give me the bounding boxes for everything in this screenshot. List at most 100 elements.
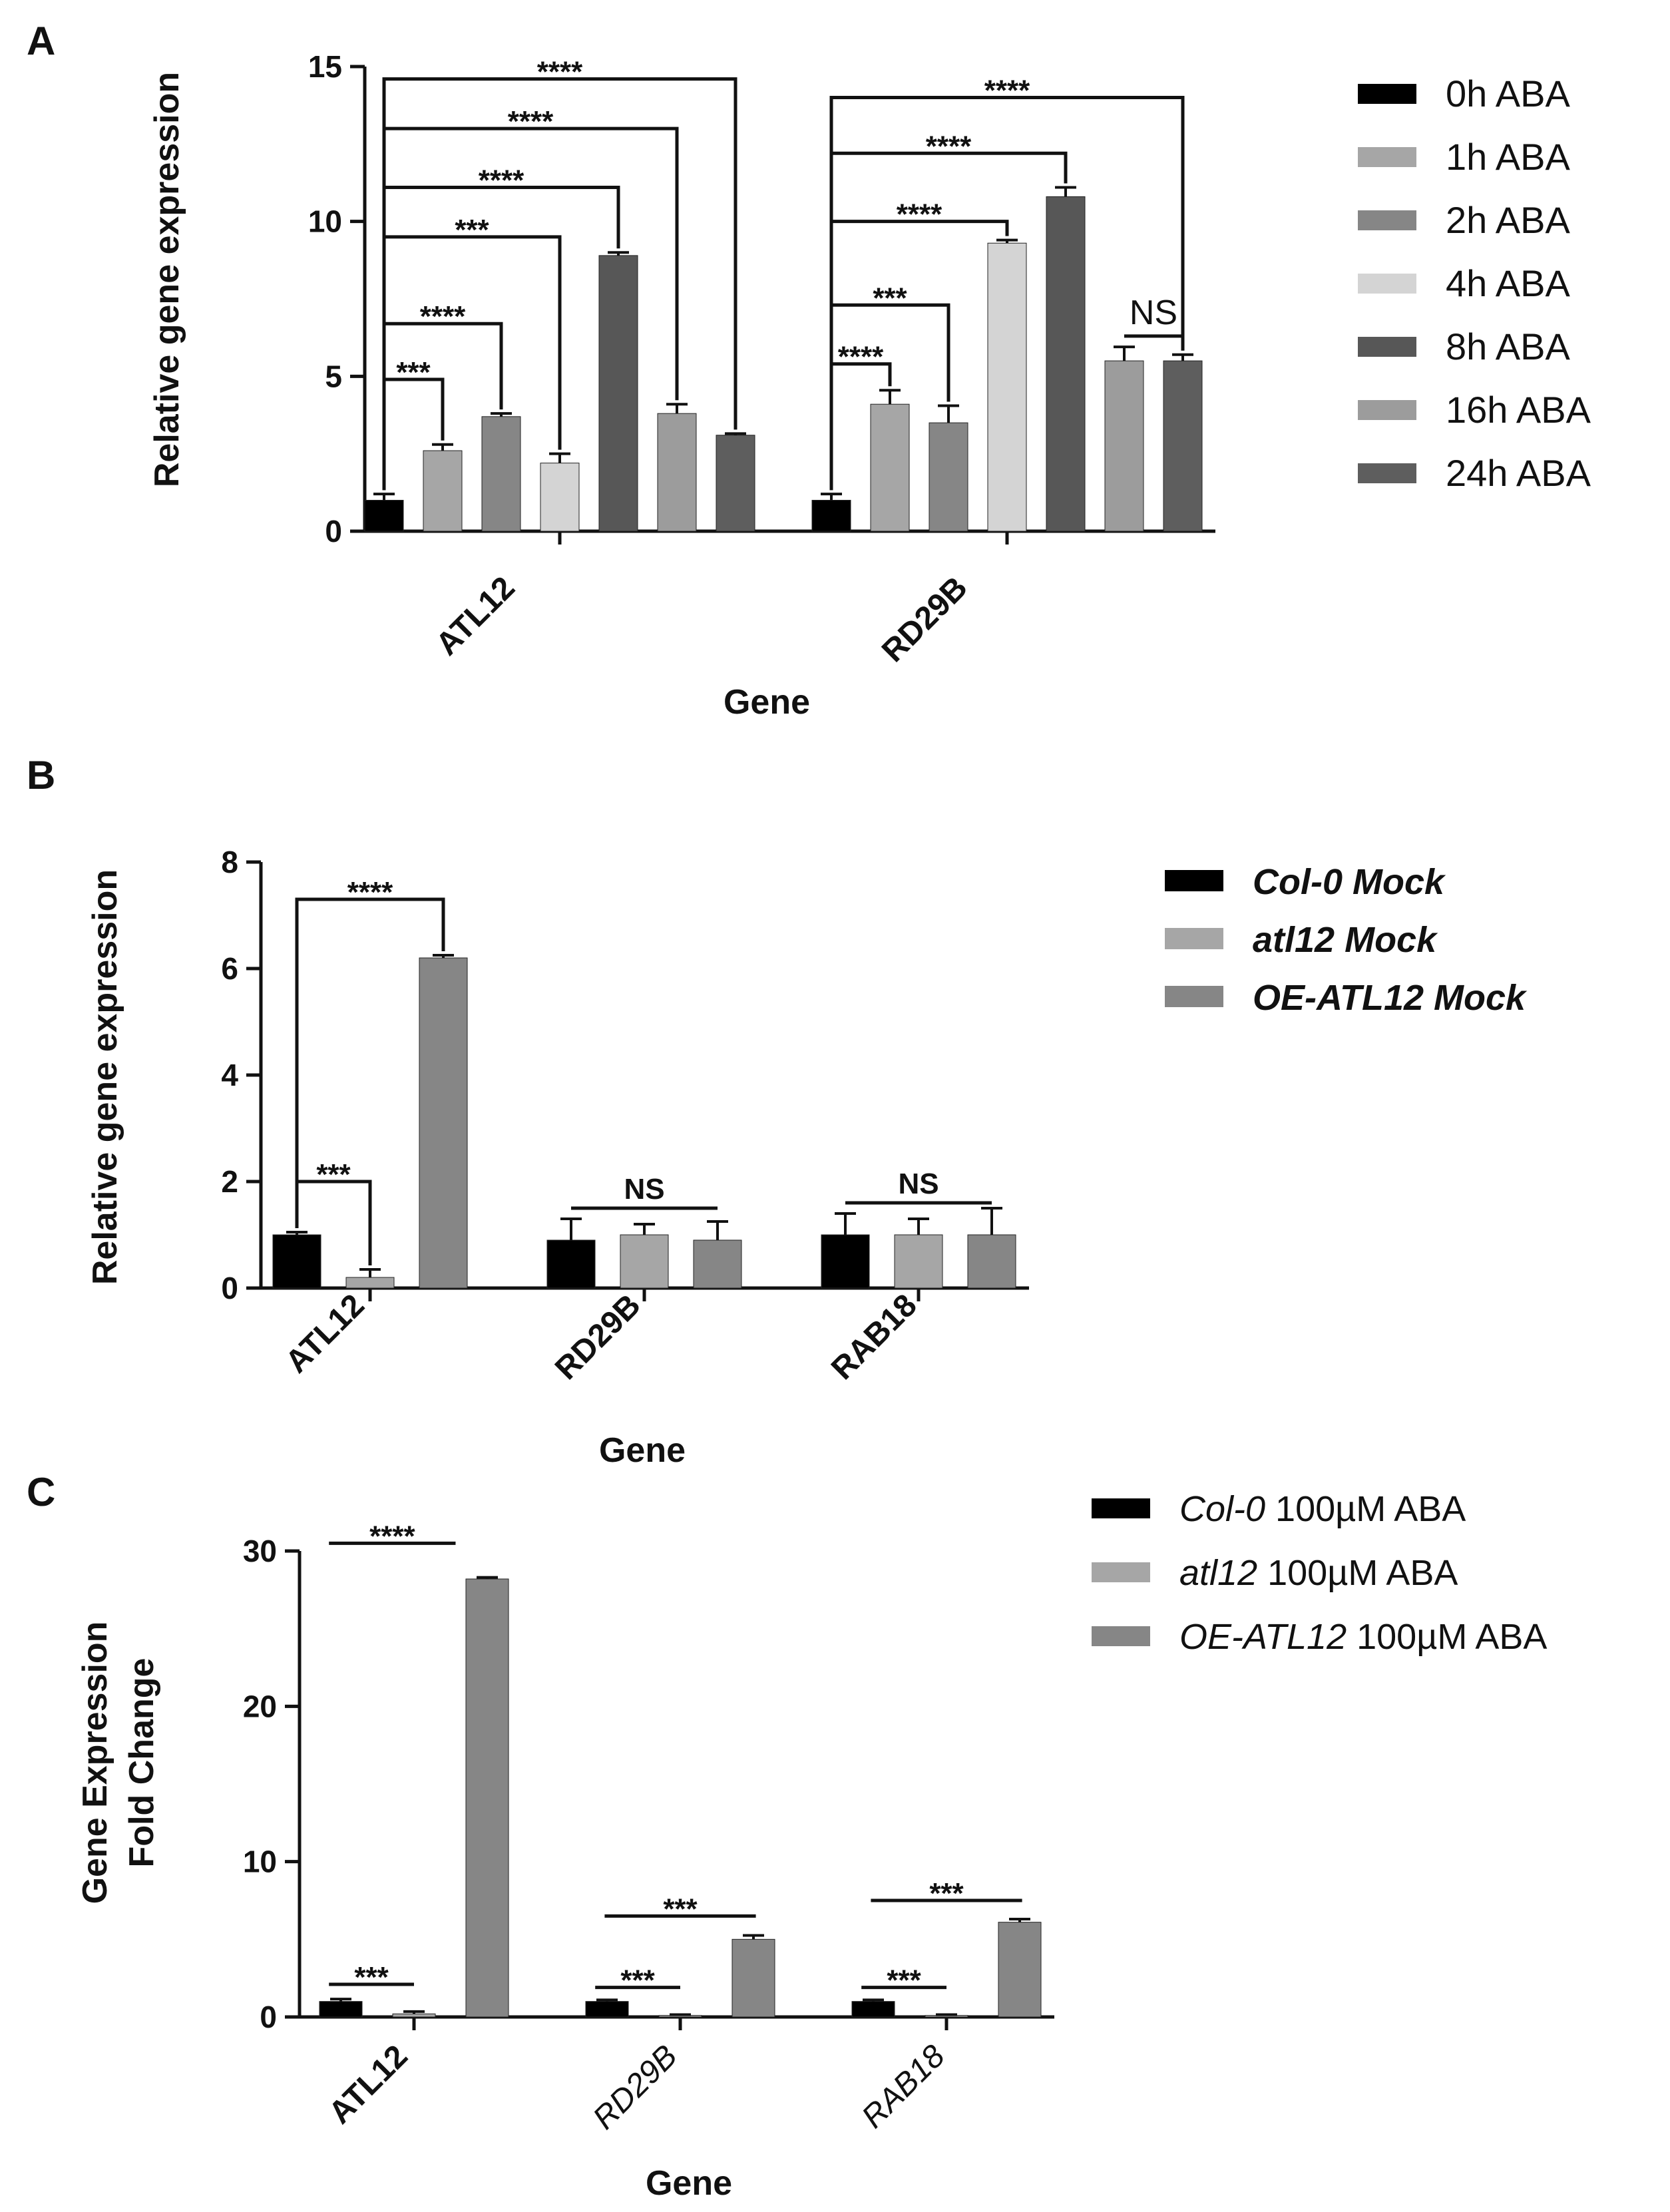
panel-b-bar-atl12-2 [419,957,468,1289]
panel-a-legend-label: 0h ABA [1446,73,1570,114]
panel-a-sig-label: **** [508,105,554,138]
panel-b-bar-rd29b-2 [693,1239,742,1289]
panel-b-legend-swatch [1165,928,1223,949]
panel-a-sig-bracket [382,77,737,491]
panel-c-ylabel-line1: Gene Expression [76,1622,114,1904]
panel-c-legend-swatch [1092,1626,1150,1646]
panel-a-sig-label: *** [873,282,907,314]
panel-a-y-tick-label: 5 [325,359,342,393]
panel-b-legend-label: OE-ATL12 Mock [1253,978,1528,1018]
panel-b-y-tick-label: 8 [221,845,238,879]
panel-c-legend-swatch [1092,1498,1150,1518]
panel-a-legend-label: 8h ABA [1446,326,1570,367]
panel-a-legend-label: 2h ABA [1446,199,1570,241]
panel-a-bar-rd29b-0 [811,499,851,532]
panel-c-category-rd29b: RD29B [586,2038,684,2136]
panel-c-legend-label: atl12 100µM ABA [1179,1553,1458,1593]
panel-a-bar-rd29b-6 [1163,360,1203,532]
panel-a-sig-label: NS [1130,294,1177,332]
panel-b-sig-bracket [295,897,445,1228]
panel-a-sig-label: **** [537,56,583,89]
panel-c-bar-rd29b-0 [585,2001,629,2018]
panel-c-xlabel: Gene [646,2164,732,2203]
panel-c-sig-label: *** [929,1877,964,1910]
panel-c-sig-label: *** [354,1961,389,1994]
panel-b-y-tick-label: 2 [221,1164,238,1199]
panel-a-bar-rd29b-3 [987,242,1027,532]
panel-a-bar-atl12-2 [481,416,521,532]
panel-a-bar-rd29b-5 [1104,360,1144,532]
panel-c-bar-atl12-0 [319,2001,363,2018]
panel-b-category-atl12: ATL12 [279,1287,371,1380]
panel-a-sig-bracket [829,96,1185,491]
panel-a-sig-label: **** [420,300,466,333]
panel-b-sig-label: NS [898,1168,939,1200]
panel-a-category-rd29b: RD29B [875,570,974,669]
panel-a-sig-label: **** [479,164,524,196]
panel-a-bar-rd29b-4 [1046,196,1086,532]
panel-a-sig-label: *** [396,356,431,389]
panel-b-legend-swatch [1165,986,1223,1007]
panel-a-bar-atl12-0 [364,499,404,532]
panel-b-sig-label: *** [316,1158,351,1191]
panel-c-sig-label: *** [887,1964,921,1997]
panel-b-bar-rab18-1 [894,1234,943,1289]
panel-b-legend-label: atl12 Mock [1253,920,1438,960]
panel-c-ylabel-line2: Fold Change [122,1658,161,1868]
panel-b-legend-label: Col-0 Mock [1253,862,1446,902]
panel-c-bar-atl12-1 [392,2013,436,2018]
panel-c-category-rab18: RAB18 [855,2038,952,2135]
panel-a-bar-atl12-4 [598,255,638,532]
panel-a-legend-label: 24h ABA [1446,452,1591,494]
panel-c-legend-label: OE-ATL12 100µM ABA [1179,1617,1547,1657]
panel-a-bar-rd29b-1 [870,403,910,532]
panel-a-sig-label: **** [897,198,942,231]
panel-b-y-tick-label: 4 [221,1058,238,1092]
panel-c-bar-atl12-2 [465,1578,509,2018]
panel-a-y-tick-label: 15 [308,49,342,84]
panel-c-bar-rab18-2 [998,1922,1042,2018]
panel-a-legend-swatch [1358,337,1416,357]
panel-a-y-tick-label: 0 [325,514,342,549]
panel-c-sig-label: *** [620,1964,655,1997]
panel-a-xlabel: Gene [724,683,810,722]
panel-a-legend-label: 4h ABA [1446,262,1570,304]
panel-b-legend-swatch [1165,870,1223,891]
panel-b-xlabel: Gene [599,1431,686,1470]
chart-marks: 051015**********************************… [221,49,1591,2034]
panel-b-y-tick-label: 0 [221,1271,238,1305]
panel-a-legend-label: 16h ABA [1446,389,1591,431]
panel-b-y-tick-label: 6 [221,951,238,986]
panel-a-sig-label: **** [984,75,1030,107]
panel-a-sig-label: **** [838,341,884,373]
panel-a-category-atl12: ATL12 [429,570,522,662]
panel-a-legend-swatch [1358,210,1416,230]
panel-c-letter: C [27,1470,55,1514]
panel-b-letter: B [27,753,55,797]
panel-a-legend-swatch [1358,400,1416,420]
panel-c-bar-rab18-0 [851,2001,895,2018]
panel-a-legend-swatch [1358,147,1416,167]
panel-a-letter: A [27,19,55,63]
panel-c-bar-rd29b-2 [731,1938,775,2018]
panel-b-category-rab18: RAB18 [825,1287,924,1387]
panel-b-sig-label: NS [624,1173,664,1206]
panel-b-sig-label: **** [347,876,393,909]
panel-c-sig-label: *** [663,1892,698,1925]
panel-a-ylabel: Relative gene expression [148,72,186,487]
panel-a-legend-swatch [1358,463,1416,483]
panel-a-sig-label: *** [455,214,489,246]
panel-c-y-tick-label: 30 [243,1534,277,1568]
panel-c-sig-label: **** [369,1520,415,1552]
panel-c-legend-swatch [1092,1562,1150,1582]
panel-b-bar-atl12-1 [345,1277,395,1289]
panel-a-bar-atl12-3 [540,463,580,532]
panel-a-bar-atl12-5 [657,413,697,532]
panel-b-bar-rab18-2 [967,1234,1016,1289]
panel-a-legend-label: 1h ABA [1446,136,1570,178]
panel-c-y-tick-label: 20 [243,1689,277,1723]
panel-a-y-tick-label: 10 [308,204,342,239]
panel-b-bar-atl12-0 [272,1234,321,1289]
panel-b-ylabel: Relative gene expression [86,869,124,1285]
panel-a-sig-label: **** [926,130,972,162]
